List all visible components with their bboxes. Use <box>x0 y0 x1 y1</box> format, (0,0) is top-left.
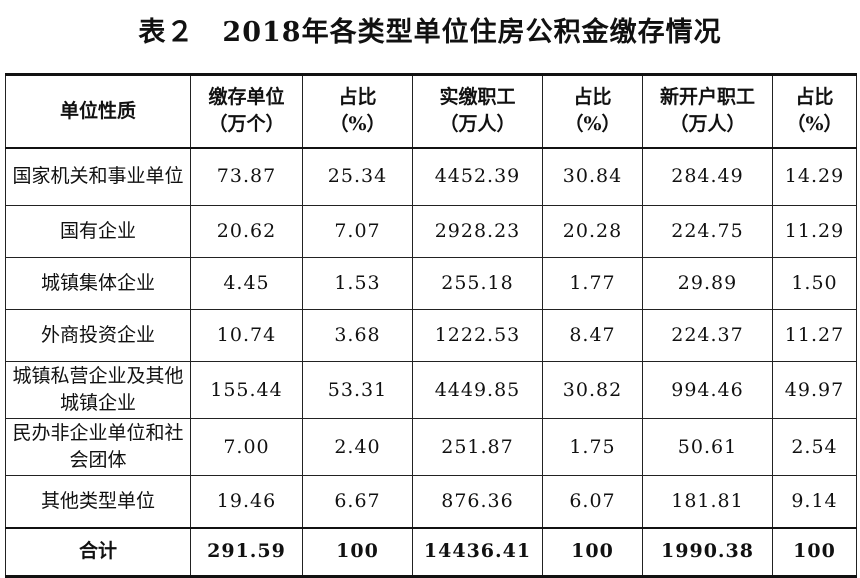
column-header: 缴存单位 （万个） <box>190 74 303 148</box>
total-units-pct: 100 <box>302 526 413 578</box>
total-workers-pct: 100 <box>542 526 643 578</box>
cell-new-pct: 1.50 <box>772 257 857 310</box>
total-new-pct: 100 <box>772 526 857 578</box>
cell-new-pct: 9.14 <box>772 475 857 528</box>
column-header: 单位性质 <box>5 74 191 148</box>
total-units: 291.59 <box>190 526 303 578</box>
row-label: 国家机关和事业单位 <box>5 146 191 206</box>
row-label: 城镇私营企业及其他城镇企业 <box>5 361 191 419</box>
cell-units: 155.44 <box>190 361 303 419</box>
cell-new-workers: 224.75 <box>642 205 773 258</box>
table-row: 国家机关和事业单位 73.87 25.34 4452.39 30.84 284.… <box>5 146 857 206</box>
cell-new-pct: 14.29 <box>772 146 857 206</box>
cell-workers-pct: 20.28 <box>542 205 643 258</box>
column-header: 实缴职工 （万人） <box>412 74 543 148</box>
table-row: 国有企业 20.62 7.07 2928.23 20.28 224.75 11.… <box>5 205 857 258</box>
total-new-workers: 1990.38 <box>642 526 773 578</box>
table-title: 表２ 2018年各类型单位住房公积金缴存情况 <box>138 17 722 48</box>
cell-workers-pct: 30.82 <box>542 361 643 419</box>
cell-new-workers: 29.89 <box>642 257 773 310</box>
table-row: 民办非企业单位和社会团体 7.00 2.40 251.87 1.75 50.61… <box>5 418 857 476</box>
cell-new-workers: 224.37 <box>642 309 773 362</box>
cell-new-workers: 50.61 <box>642 418 773 476</box>
cell-units: 4.45 <box>190 257 303 310</box>
cell-units: 10.74 <box>190 309 303 362</box>
cell-units-pct: 25.34 <box>302 146 413 206</box>
cell-units-pct: 2.40 <box>302 418 413 476</box>
column-header: 新开户职工 （万人） <box>642 74 773 148</box>
cell-workers: 876.36 <box>412 475 543 528</box>
cell-new-pct: 11.29 <box>772 205 857 258</box>
cell-units: 19.46 <box>190 475 303 528</box>
cell-new-pct: 11.27 <box>772 309 857 362</box>
column-header: 占比 （%） <box>772 74 857 148</box>
cell-workers: 251.87 <box>412 418 543 476</box>
table-row: 外商投资企业 10.74 3.68 1222.53 8.47 224.37 11… <box>5 309 857 362</box>
cell-units-pct: 53.31 <box>302 361 413 419</box>
cell-workers: 2928.23 <box>412 205 543 258</box>
cell-new-pct: 2.54 <box>772 418 857 476</box>
header-row: 单位性质 缴存单位 （万个） 占比 （%） 实缴职工 （万人） 占比 （%） 新开户职工… <box>5 74 857 148</box>
cell-workers-pct: 30.84 <box>542 146 643 206</box>
cell-workers-pct: 1.77 <box>542 257 643 310</box>
cell-workers-pct: 8.47 <box>542 309 643 362</box>
cell-units-pct: 1.53 <box>302 257 413 310</box>
column-header: 占比 （%） <box>542 74 643 148</box>
table-row: 其他类型单位 19.46 6.67 876.36 6.07 181.81 9.1… <box>5 475 857 528</box>
total-row: 合计 291.59 100 14436.41 100 1990.38 100 <box>5 526 857 578</box>
row-label: 民办非企业单位和社会团体 <box>5 418 191 476</box>
cell-workers: 255.18 <box>412 257 543 310</box>
cell-new-workers: 284.49 <box>642 146 773 206</box>
total-label: 合计 <box>5 526 191 578</box>
cell-workers: 1222.53 <box>412 309 543 362</box>
cell-units: 73.87 <box>190 146 303 206</box>
cell-units: 20.62 <box>190 205 303 258</box>
cell-new-pct: 49.97 <box>772 361 857 419</box>
cell-units: 7.00 <box>190 418 303 476</box>
row-label: 国有企业 <box>5 205 191 258</box>
deposit-table: 单位性质 缴存单位 （万个） 占比 （%） 实缴职工 （万人） 占比 （%） 新开户职工… <box>5 73 857 578</box>
cell-units-pct: 7.07 <box>302 205 413 258</box>
cell-workers: 4449.85 <box>412 361 543 419</box>
cell-units-pct: 6.67 <box>302 475 413 528</box>
row-label: 城镇集体企业 <box>5 257 191 310</box>
cell-new-workers: 994.46 <box>642 361 773 419</box>
cell-workers-pct: 6.07 <box>542 475 643 528</box>
total-workers: 14436.41 <box>412 526 543 578</box>
cell-new-workers: 181.81 <box>642 475 773 528</box>
row-label: 其他类型单位 <box>5 475 191 528</box>
table-row: 城镇私营企业及其他城镇企业 155.44 53.31 4449.85 30.82… <box>5 361 857 419</box>
cell-workers-pct: 1.75 <box>542 418 643 476</box>
column-header: 占比 （%） <box>302 74 413 148</box>
cell-workers: 4452.39 <box>412 146 543 206</box>
row-label: 外商投资企业 <box>5 309 191 362</box>
cell-units-pct: 3.68 <box>302 309 413 362</box>
table-row: 城镇集体企业 4.45 1.53 255.18 1.77 29.89 1.50 <box>5 257 857 310</box>
